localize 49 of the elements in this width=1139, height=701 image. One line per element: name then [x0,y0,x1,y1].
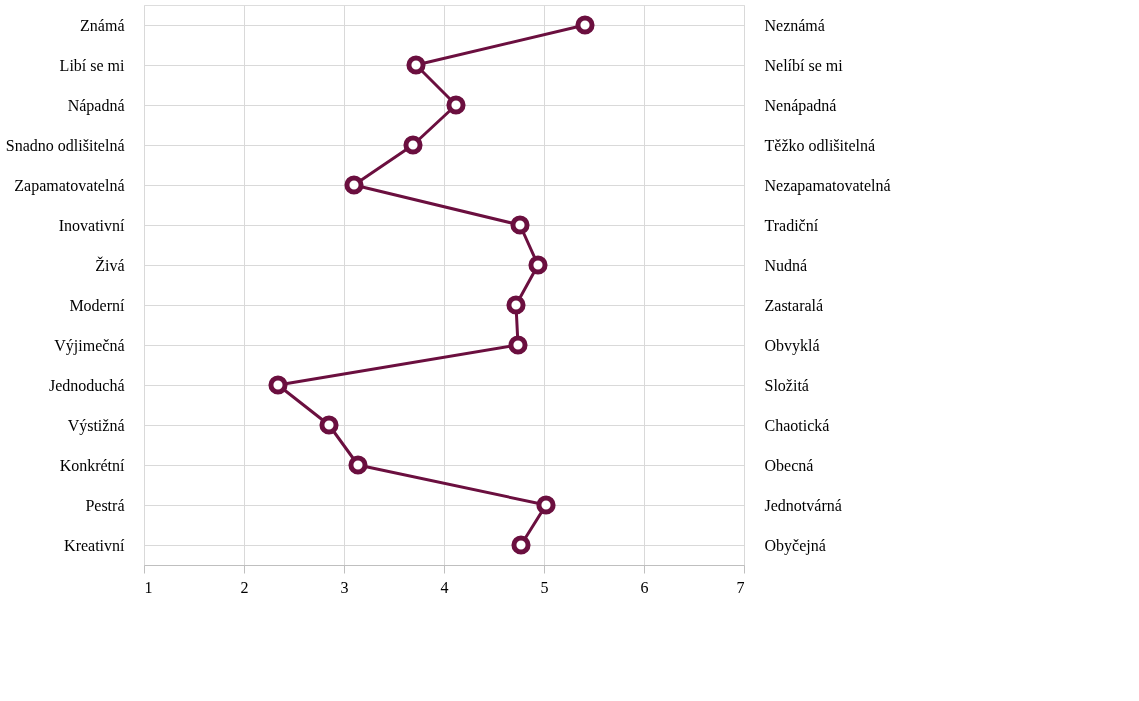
y2-tick-label: Zastaralá [764,296,824,314]
y2-tick-label: Těžko odlišitelná [764,136,876,154]
y2-tick-label: Složitá [764,376,809,394]
point [528,255,548,275]
y-tick-label: Kreativní [64,536,126,554]
point [508,335,528,355]
y2-tick-label: Nudná [764,256,808,274]
y-tick-label: Výstižná [67,416,125,435]
y-tick-label: Živá [95,255,125,274]
y2-tick-label: Obvyklá [764,336,820,355]
y2-tick-label: Obyčejná [764,536,826,555]
y2-tick-label: Jednotvárná [764,496,842,514]
x-tick-label: 5 [540,578,549,596]
y2-tick-label: Nezapamatovatelná [764,176,891,195]
y2-tick-label: Obecná [764,456,814,474]
y-tick-label: Výjimečná [54,336,125,355]
y2-tick-label: Neznámá [764,16,825,34]
y-tick-label: Snadno odlišitelná [5,136,125,154]
y2-tick-label: Nelíbí se mi [764,56,844,74]
point [403,135,423,155]
y2-tick-label: Nenápadná [764,96,837,115]
y-tick-label: Známá [80,16,125,34]
point [344,175,364,195]
y-tick-label: Inovativní [58,216,126,234]
point [575,15,595,35]
point [406,55,426,75]
point [348,455,368,475]
point [506,295,526,315]
y-tick-label: Konkrétní [59,456,126,474]
point [536,495,556,515]
y-tick-label: Libí se mi [59,56,126,74]
point [268,375,288,395]
y-tick-label: Pestrá [85,496,125,514]
y-tick-label: Nápadná [67,96,125,115]
y-tick-label: Moderní [69,296,126,314]
x-tick-label: 2 [240,578,249,596]
y-tick-label: Zapamatovatelná [14,176,125,195]
x-tick-label: 3 [340,578,349,596]
point [511,535,531,555]
x-tick-label: 7 [736,578,745,596]
y2-tick-label: Chaotická [764,416,830,434]
x-tick-label: 6 [640,578,649,596]
point [319,415,339,435]
y2-tick-label: Tradiční [764,216,819,234]
point [446,95,466,115]
point [510,215,530,235]
x-tick-label: 1 [144,578,153,596]
y-tick-label: Jednoduchá [48,376,125,394]
x-tick-label: 4 [440,578,449,596]
